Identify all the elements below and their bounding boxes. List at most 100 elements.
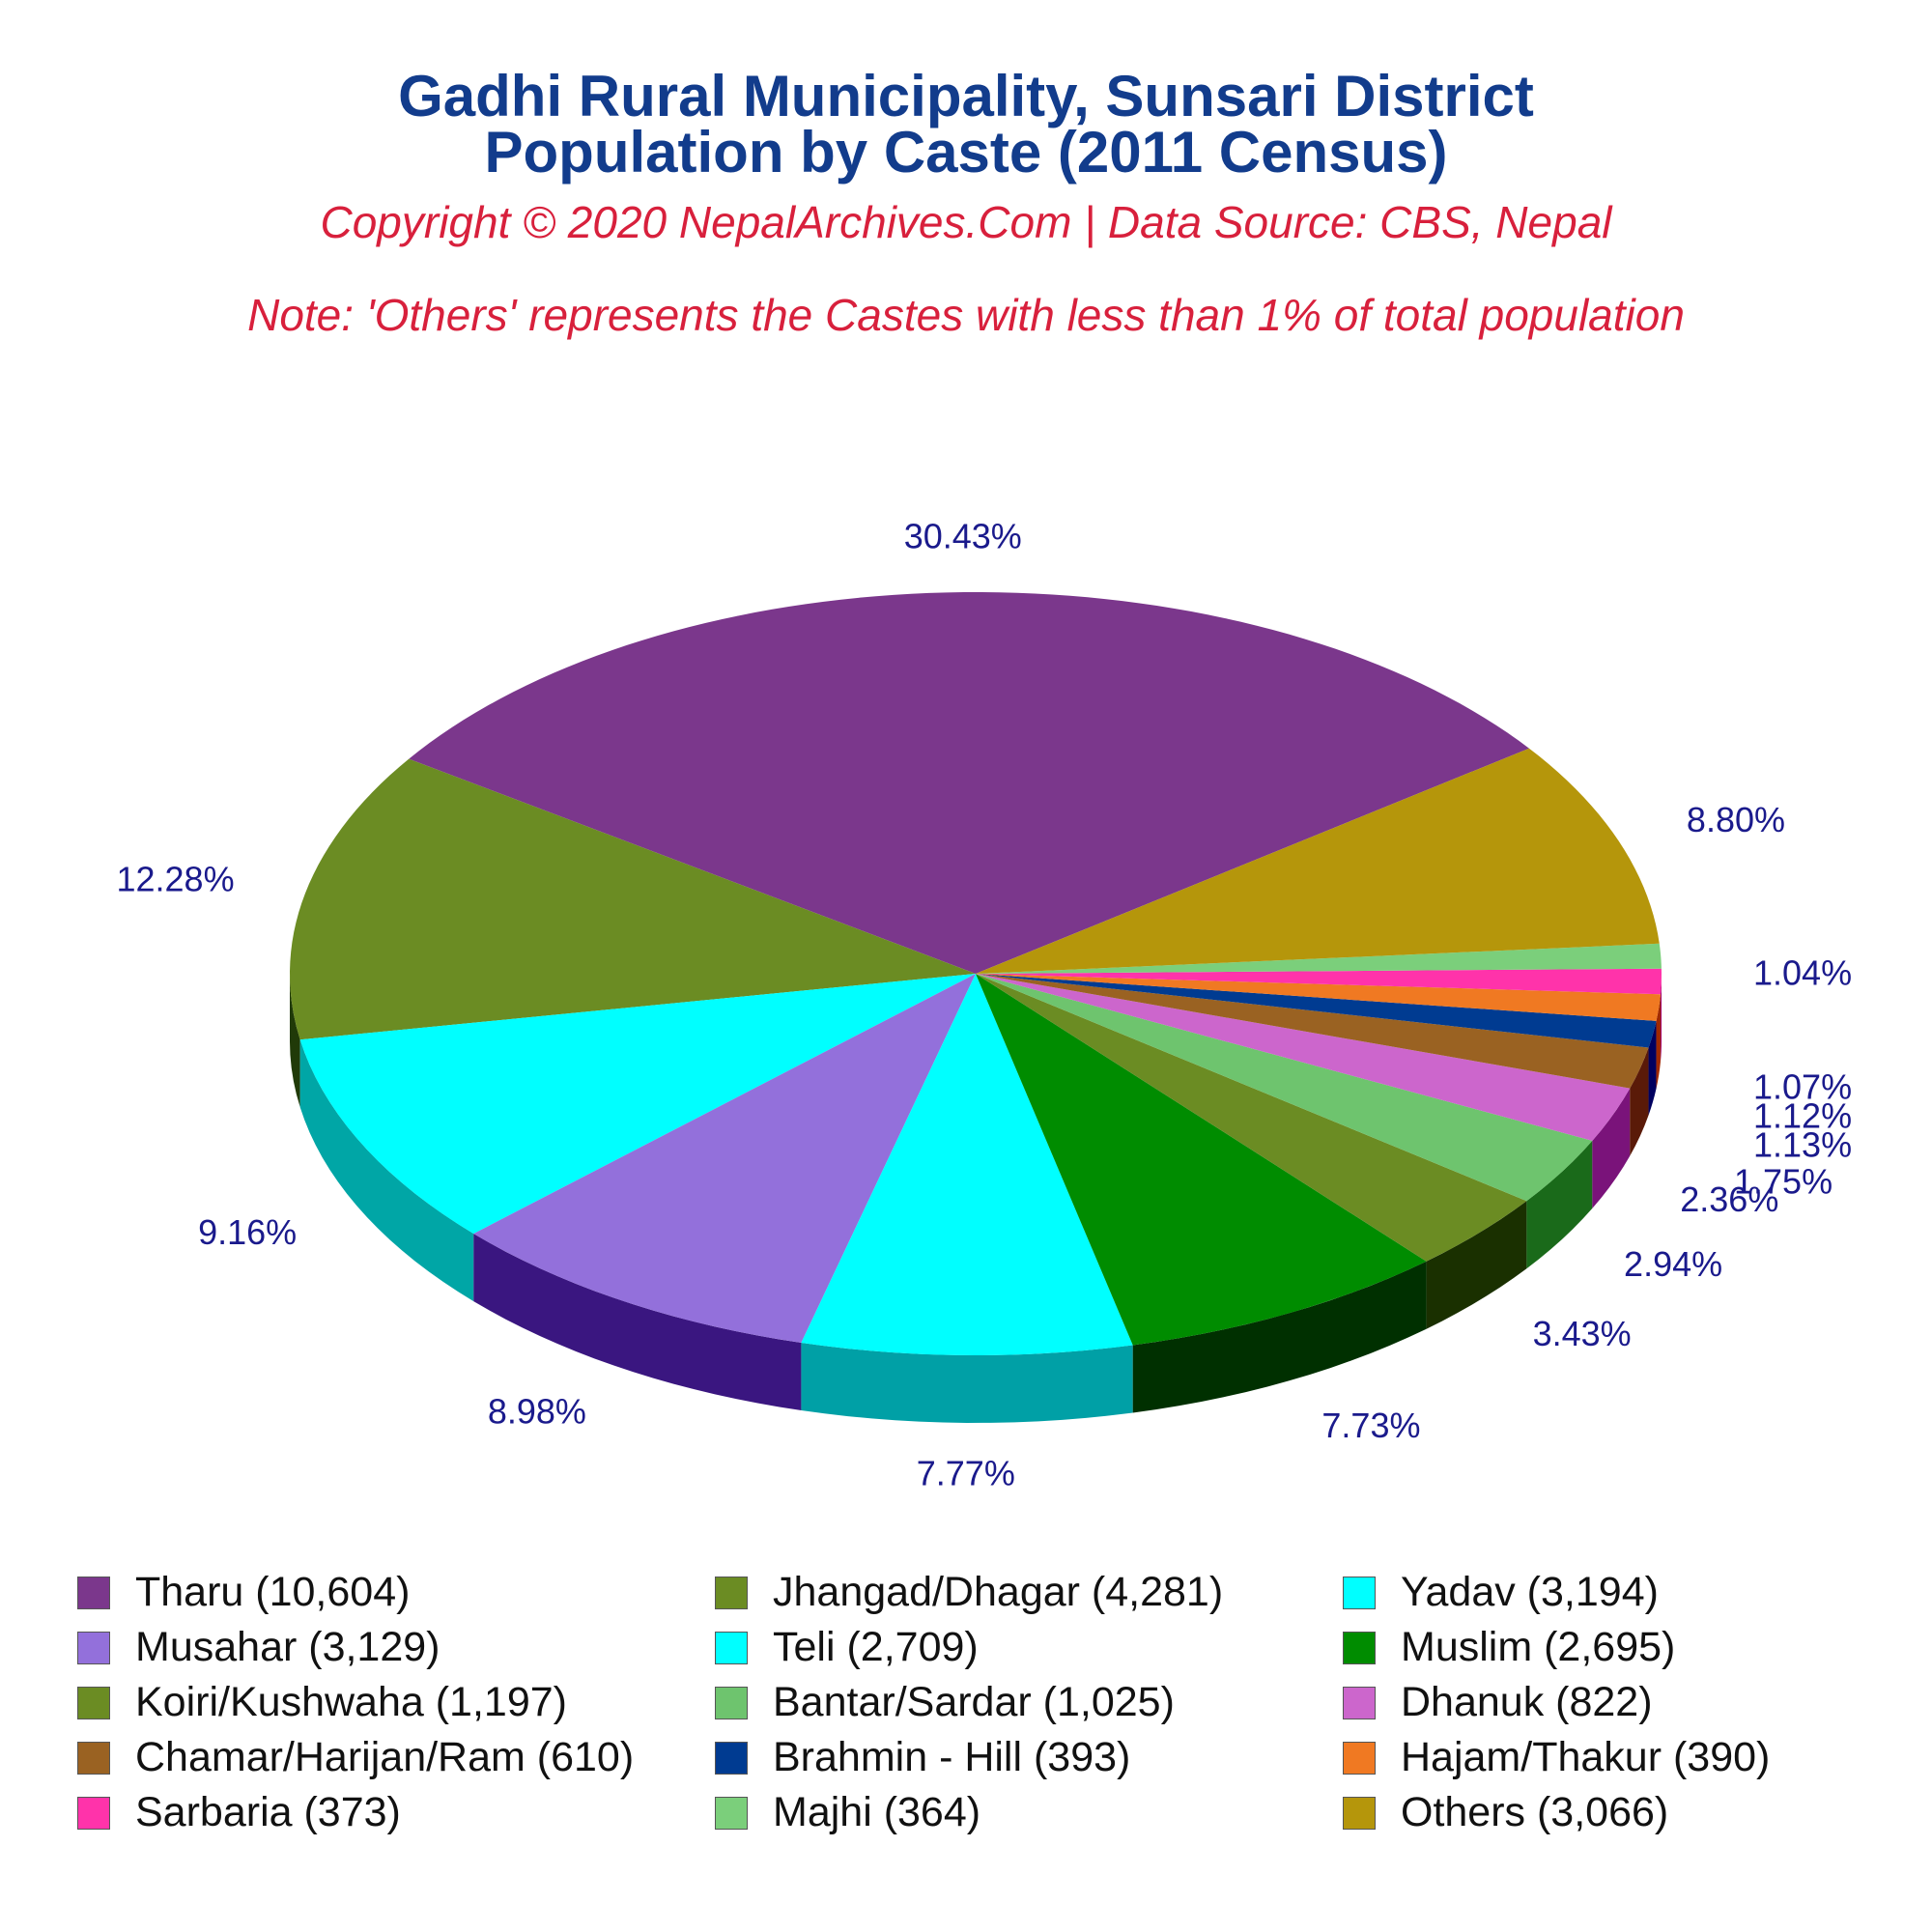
legend-swatch <box>77 1796 110 1830</box>
legend-swatch <box>715 1796 748 1830</box>
legend-item: Majhi (364) <box>715 1789 1343 1836</box>
legend-item: Dhanuk (822) <box>1343 1679 1932 1726</box>
pie-label-9: 1.75% <box>1734 1162 1833 1202</box>
pie-labels: 30.43% 12.28% 9.16% 8.98% 7.77% 7.73% 3.43% 2.9… <box>116 517 1852 1493</box>
legend-label: Jhangad/Dhagar (4,281) <box>773 1569 1224 1615</box>
pie-label-7: 2.94% <box>1624 1244 1722 1284</box>
pie-slice-hajam-thakur <box>976 974 1661 1021</box>
pie-label-1: 12.28% <box>116 860 234 899</box>
legend-item: Others (3,066) <box>1343 1789 1932 1836</box>
legend-item: Bantar/Sardar (1,025) <box>715 1679 1343 1726</box>
pie-chart: 30.43% 12.28% 9.16% 8.98% 7.77% 7.73% 3.43% 2.9… <box>116 517 1852 1493</box>
legend-swatch <box>1343 1741 1376 1775</box>
legend-item: Jhangad/Dhagar (4,281) <box>715 1569 1343 1616</box>
pie-slice-chamar-harijan-ram <box>976 974 1649 1089</box>
note-text: Note: 'Others' represents the Castes wit… <box>247 290 1685 340</box>
pie-slice-tharu <box>409 592 1529 974</box>
pie-label-13: 1.04% <box>1753 953 1852 993</box>
legend-row: Musahar (3,129) Teli (2,709) Muslim (2,695… <box>77 1620 1913 1675</box>
pie-side-11 <box>1656 994 1661 1089</box>
legend-label: Chamar/Harijan/Ram (610) <box>135 1734 635 1780</box>
legend-label: Musahar (3,129) <box>135 1624 440 1670</box>
legend-item: Brahmin - Hill (393) <box>715 1734 1343 1781</box>
pie-slice-musahar <box>473 974 976 1344</box>
pie-side-12 <box>1660 974 1662 1063</box>
pie-label-6: 3.43% <box>1533 1314 1632 1353</box>
legend: Tharu (10,604) Jhangad/Dhagar (4,281) Yada… <box>77 1565 1913 1840</box>
pie-side-10 <box>1648 1020 1657 1116</box>
pie-label-14: 8.80% <box>1687 800 1785 839</box>
pie-tops <box>290 592 1662 1355</box>
chart-title-line2: Population by Caste (2011 Census) <box>484 120 1448 185</box>
legend-label: Majhi (364) <box>773 1789 981 1835</box>
legend-swatch <box>715 1631 748 1664</box>
legend-label: Dhanuk (822) <box>1401 1679 1653 1725</box>
legend-label: Tharu (10,604) <box>135 1569 411 1615</box>
legend-swatch <box>77 1576 110 1609</box>
pie-label-0: 30.43% <box>904 517 1022 556</box>
pie-slice-dhanuk <box>976 974 1631 1141</box>
pie-sides <box>290 974 1662 1423</box>
legend-swatch <box>77 1631 110 1664</box>
legend-swatch <box>1343 1796 1376 1830</box>
legend-swatch <box>715 1576 748 1609</box>
legend-label: Muslim (2,695) <box>1401 1624 1676 1670</box>
legend-item: Teli (2,709) <box>715 1624 1343 1671</box>
pie-slice-others <box>976 748 1660 974</box>
pie-label-4: 7.77% <box>917 1453 1015 1492</box>
legend-label: Bantar/Sardar (1,025) <box>773 1679 1175 1725</box>
legend-swatch <box>77 1741 110 1775</box>
legend-row: Koiri/Kushwaha (1,197) Bantar/Sardar (1,0… <box>77 1675 1913 1730</box>
pie-slice-majhi <box>976 943 1662 974</box>
legend-item: Chamar/Harijan/Ram (610) <box>77 1734 715 1781</box>
legend-swatch <box>715 1686 748 1719</box>
pie-label-12: 1.07% <box>1753 1067 1852 1107</box>
legend-label: Brahmin - Hill (393) <box>773 1734 1131 1780</box>
legend-swatch <box>77 1686 110 1719</box>
pie-side-9 <box>1630 1047 1649 1156</box>
legend-swatch <box>1343 1686 1376 1719</box>
legend-row: Tharu (10,604) Jhangad/Dhagar (4,281) Yada… <box>77 1565 1913 1620</box>
pie-side-7 <box>1526 1140 1593 1269</box>
pie-slice-bantar-sardar <box>976 974 1593 1202</box>
pie-side-5 <box>1132 1261 1427 1413</box>
legend-swatch <box>1343 1631 1376 1664</box>
legend-label: Hajam/Thakur (390) <box>1401 1734 1771 1780</box>
pie-side-4 <box>801 1343 1133 1423</box>
legend-label: Sarbaria (373) <box>135 1789 401 1835</box>
legend-label: Others (3,066) <box>1401 1789 1669 1835</box>
pie-side-3 <box>473 1234 802 1411</box>
pie-side-8 <box>1592 1088 1631 1208</box>
legend-label: Yadav (3,194) <box>1401 1569 1659 1615</box>
pie-side-2 <box>299 1039 474 1302</box>
legend-row: Chamar/Harijan/Ram (610) Brahmin - Hill (… <box>77 1730 1913 1785</box>
pie-label-8: 2.36% <box>1680 1179 1778 1219</box>
legend-swatch <box>715 1741 748 1775</box>
legend-swatch <box>1343 1576 1376 1609</box>
pie-slice-muslim <box>976 974 1427 1346</box>
pie-side-1 <box>290 974 300 1108</box>
pie-label-11: 1.12% <box>1753 1096 1852 1136</box>
legend-label: Koiri/Kushwaha (1,197) <box>135 1679 567 1725</box>
legend-item: Hajam/Thakur (390) <box>1343 1734 1932 1781</box>
pie-slice-sarbaria <box>976 968 1662 995</box>
legend-item: Koiri/Kushwaha (1,197) <box>77 1679 715 1726</box>
legend-item: Sarbaria (373) <box>77 1789 715 1836</box>
pie-slice-teli <box>801 974 1133 1355</box>
pie-slice-koiri-kushwaha <box>976 974 1527 1262</box>
pie-label-10: 1.13% <box>1753 1125 1852 1165</box>
legend-item: Musahar (3,129) <box>77 1624 715 1671</box>
pie-slice-brahmin-hill <box>976 974 1657 1048</box>
pie-slice-yadav <box>299 974 976 1235</box>
legend-item: Yadav (3,194) <box>1343 1569 1932 1616</box>
pie-label-2: 9.16% <box>198 1212 297 1252</box>
pie-label-5: 7.73% <box>1321 1406 1420 1445</box>
legend-item: Muslim (2,695) <box>1343 1624 1932 1671</box>
legend-label: Teli (2,709) <box>773 1624 979 1670</box>
chart-title: Gadhi Rural Municipality, Sunsari Distri… <box>398 64 1534 128</box>
legend-row: Sarbaria (373) Majhi (364) Others (3,066) <box>77 1785 1913 1840</box>
pie-label-3: 8.98% <box>488 1392 586 1432</box>
copyright-text: Copyright © 2020 NepalArchives.Com | Dat… <box>320 197 1612 247</box>
legend-item: Tharu (10,604) <box>77 1569 715 1616</box>
pie-slice-jhangad-dhagar <box>290 758 976 1040</box>
